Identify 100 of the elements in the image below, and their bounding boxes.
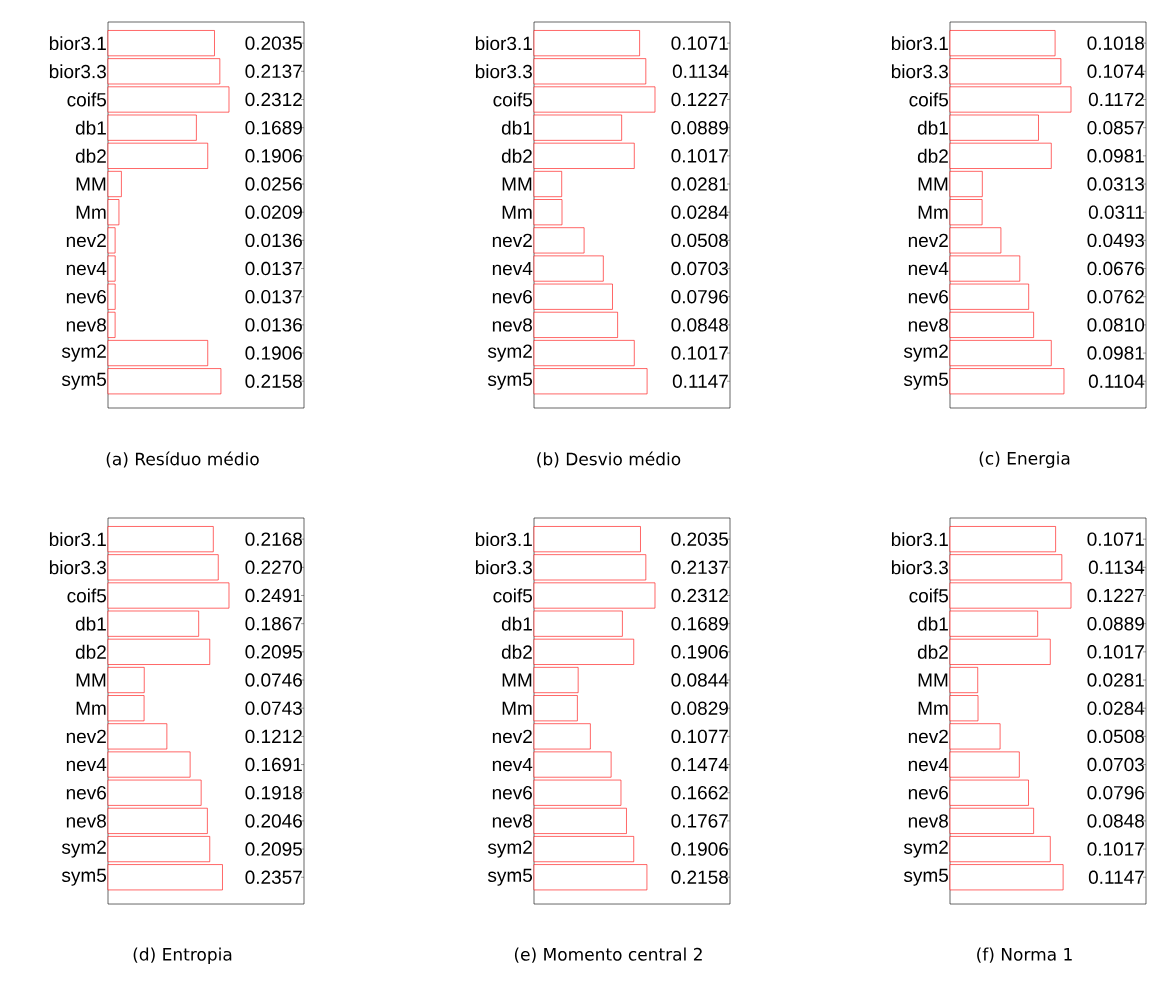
y-tick-label: nev6 [66, 289, 106, 304]
bar [533, 30, 640, 57]
data-label: 0.2046 [245, 814, 302, 828]
data-label: 0.2270 [245, 560, 303, 575]
data-label: 0.0137 [245, 289, 302, 304]
y-tick-label: sym5 [903, 868, 949, 886]
data-label: 0.1071 [671, 36, 728, 50]
y-tick-label: sym2 [61, 840, 106, 858]
y-tick-label: nev2 [66, 729, 106, 744]
data-label: 0.2491 [245, 588, 302, 603]
y-tick-label: sym5 [903, 372, 949, 390]
bar [107, 836, 211, 863]
data-label: 0.1906 [245, 149, 302, 163]
bar [949, 667, 979, 693]
bar [533, 807, 627, 834]
data-label: 0.0284 [671, 205, 729, 219]
y-tick-label: coif5 [493, 92, 532, 107]
bar [107, 340, 209, 367]
y-tick-label: bior3.3 [475, 560, 532, 575]
data-label: 0.0136 [245, 233, 302, 248]
y-tick-label: nev2 [66, 233, 106, 248]
bar [949, 836, 1051, 863]
data-label: 0.1474 [671, 757, 729, 772]
data-label: 0.1227 [1087, 588, 1144, 603]
data-label: 0.1104 [1088, 374, 1145, 388]
data-label: 0.1867 [245, 616, 302, 631]
data-label: 0.2137 [245, 64, 302, 79]
y-tick-label: nev6 [492, 289, 532, 304]
data-label: 0.0796 [1087, 786, 1144, 800]
y-tick-label: db1 [501, 616, 532, 631]
y-tick-label: bior3.3 [49, 64, 106, 79]
data-label: 0.0889 [1087, 616, 1144, 631]
y-tick-label: Mm [502, 701, 532, 715]
bar [533, 667, 579, 693]
y-tick-label: nev4 [66, 261, 107, 276]
y-tick-label: sym5 [61, 372, 106, 390]
y-tick-label: MM [502, 673, 532, 687]
data-label: 0.1017 [671, 149, 728, 163]
data-label: 0.0746 [245, 673, 302, 687]
bar [949, 171, 983, 197]
y-tick-label: bior3.3 [49, 560, 106, 575]
y-tick-label: nev6 [492, 786, 532, 800]
y-tick-label: Mm [76, 205, 106, 219]
data-label: 0.0848 [671, 318, 728, 332]
y-tick-label: bior3.3 [475, 64, 532, 79]
data-label: 0.0311 [1088, 205, 1144, 219]
bar [533, 311, 618, 338]
y-tick-label: bior3.1 [49, 532, 106, 547]
y-tick-label: sym2 [903, 344, 948, 362]
y-tick-label: nev4 [908, 261, 949, 276]
data-label: 0.2168 [245, 532, 302, 546]
y-tick-label: nev8 [492, 318, 532, 332]
data-label: 0.1147 [672, 374, 728, 388]
bar [107, 368, 222, 395]
data-label: 0.1134 [672, 64, 729, 79]
y-tick-label: nev2 [492, 233, 532, 248]
data-label: 0.1689 [671, 616, 728, 631]
y-tick-label: db2 [75, 644, 106, 659]
y-tick-label: sym2 [487, 344, 532, 362]
y-tick-label: nev8 [66, 318, 106, 332]
bar [533, 142, 635, 169]
data-label: 0.0762 [1087, 289, 1144, 304]
data-label: 0.0676 [1087, 261, 1144, 276]
y-tick-label: MM [918, 177, 948, 191]
bar [949, 311, 1034, 338]
y-tick-label: sym5 [487, 372, 532, 390]
data-label: 0.0857 [1087, 120, 1144, 135]
data-label: 0.0743 [245, 701, 302, 715]
data-label: 0.2158 [671, 870, 728, 884]
y-tick-label: bior3.1 [891, 532, 948, 547]
y-tick-label: nev6 [908, 786, 948, 800]
bar [107, 667, 145, 693]
y-tick-label: nev8 [492, 814, 532, 828]
data-label: 0.0284 [1087, 701, 1145, 715]
y-tick-label: MM [76, 673, 106, 687]
y-tick-label: db2 [501, 148, 532, 163]
data-label: 0.0810 [1087, 318, 1145, 332]
data-label: 0.1172 [1088, 92, 1144, 107]
data-label: 0.2095 [245, 645, 302, 659]
bar [107, 171, 122, 197]
data-label: 0.0829 [671, 701, 728, 715]
text: (e) Momento central 2 [514, 947, 702, 963]
data-label: 0.0981 [1087, 149, 1144, 163]
y-tick-label: nev2 [908, 729, 948, 744]
data-label: 0.0508 [671, 233, 728, 248]
data-label: 0.2312 [671, 588, 728, 603]
data-label: 0.0848 [1087, 814, 1144, 828]
data-label: 0.1071 [1087, 532, 1144, 546]
bar [107, 30, 215, 57]
bar [533, 836, 635, 863]
y-tick-label: MM [76, 177, 106, 191]
y-tick-label: MM [918, 673, 948, 687]
data-label: 0.0844 [671, 673, 729, 687]
data-label: 0.1906 [245, 346, 302, 360]
data-label: 0.1689 [245, 120, 302, 135]
y-tick-label: coif5 [909, 92, 949, 107]
y-tick-label: coif5 [909, 588, 949, 603]
y-tick-label: db2 [75, 148, 106, 163]
y-tick-label: nev8 [908, 318, 948, 332]
y-tick-label: db1 [75, 120, 106, 135]
